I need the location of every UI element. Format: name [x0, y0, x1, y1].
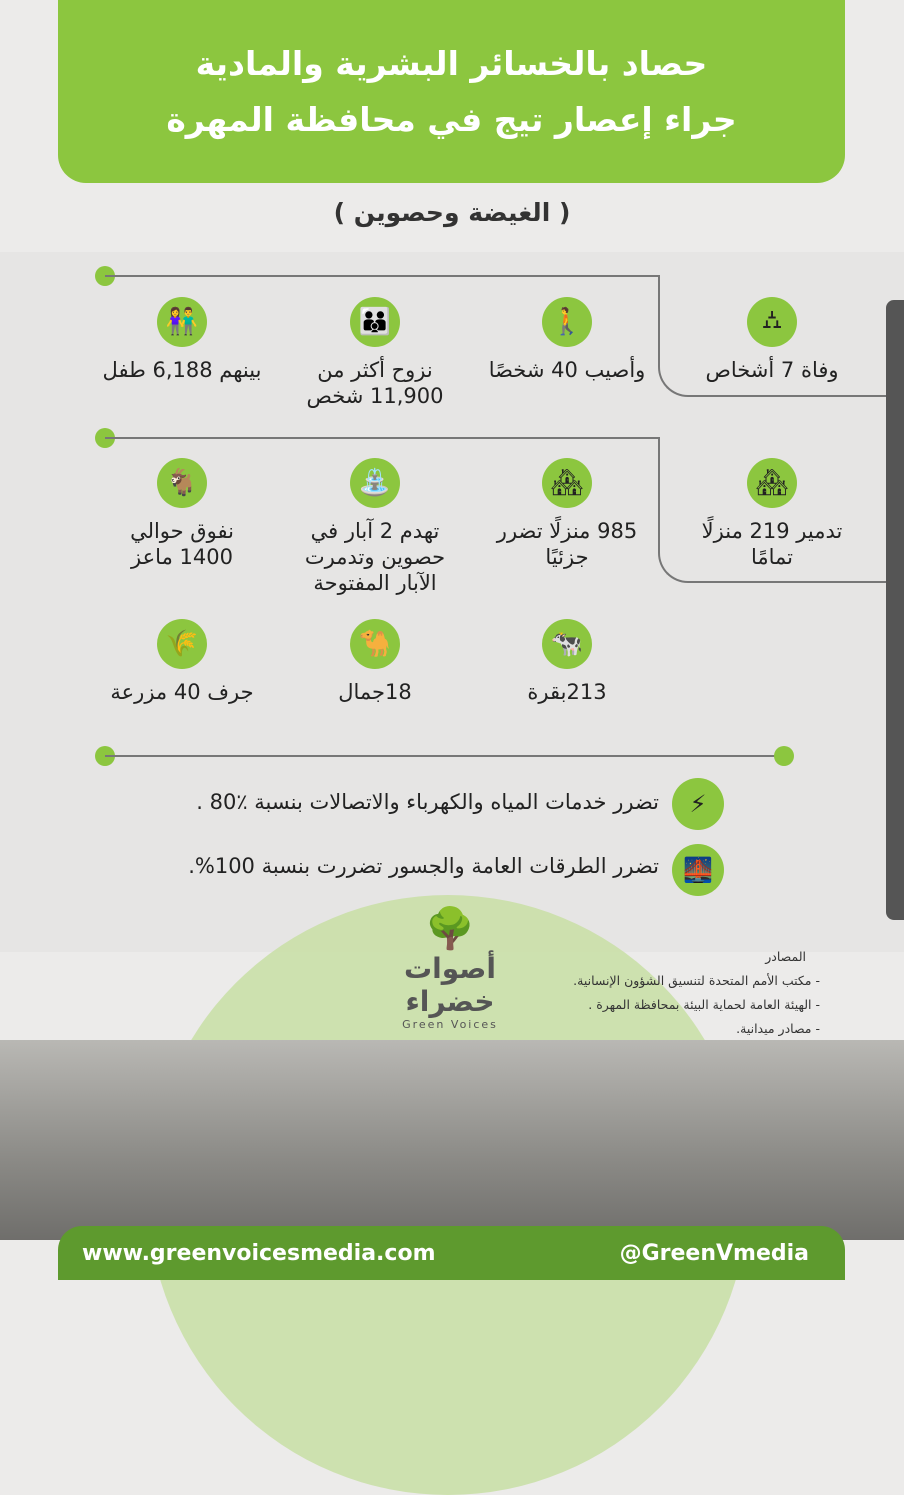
cow-icon: 🐄: [542, 619, 592, 669]
children-icon: 👫: [157, 297, 207, 347]
stat-houses-destroyed: 🏘 تدمير 219 منزلًا تمامًا: [672, 458, 872, 570]
website-link[interactable]: www.greenvoicesmedia.com: [82, 1240, 436, 1266]
timeline-dot: [774, 746, 794, 766]
well-icon: ⛲: [350, 458, 400, 508]
injured-people-icon: 🚶: [542, 297, 592, 347]
title-banner: حصاد بالخسائر البشرية والمادية جراء إعصا…: [58, 0, 845, 183]
social-handle[interactable]: @GreenVmedia: [619, 1240, 809, 1266]
green-voices-logo: 🌳 أصوات خضراء Green Voices: [380, 905, 520, 1031]
footer-bar: www.greenvoicesmedia.com @GreenVmedia: [58, 1226, 845, 1280]
sources: المصادر - مكتب الأمم المتحدة لتنسيق الشؤ…: [573, 949, 820, 1036]
buildings-icon: 🏘: [542, 458, 592, 508]
stat-wells: ⛲ تهدم 2 آبار في حصوين وتدمرت الآبار المف…: [275, 458, 475, 596]
crops-icon: 🌾: [157, 619, 207, 669]
tombstone-icon: ⛼: [747, 297, 797, 347]
stat-displaced: 👪 نزوح أكثر من 11,900 شخص: [275, 297, 475, 409]
stat-farms: 🌾 جرف 40 مزرعة: [82, 619, 282, 705]
goat-icon: 🐐: [157, 458, 207, 508]
timeline-line: [105, 437, 660, 439]
stat-goats: 🐐 نفوق حوالي 1400 ماعز: [82, 458, 282, 570]
content-band: [0, 252, 904, 952]
buildings-icon: 🏘: [747, 458, 797, 508]
timeline-line: [105, 275, 660, 277]
road-bridge-icon: 🌉: [672, 844, 724, 896]
timeline-bracket: [658, 437, 886, 583]
side-bar-decoration: [886, 300, 904, 920]
stat-houses-damaged: 🏘 985 منزلًا تضرر جزئيًا: [467, 458, 667, 570]
stat-deaths: ⛼ وفاة 7 أشخاص: [672, 297, 872, 383]
subtitle: ( الغيضة وحصوين ): [333, 198, 571, 227]
tree-icon: 🌳: [425, 906, 475, 952]
stat-camels: 🐪 18جمال: [275, 619, 475, 705]
service-roads: تضرر الطرقات العامة والجسور تضررت بنسبة …: [188, 854, 659, 878]
storm-aftermath-photo: [0, 1040, 904, 1240]
stat-children: 👫 بينهم 6,188 طفل: [82, 297, 282, 383]
stat-injured: 🚶 وأصيب 40 شخصًا: [467, 297, 667, 383]
camel-icon: 🐪: [350, 619, 400, 669]
utilities-icon: ⚡: [672, 778, 724, 830]
family-icon: 👪: [350, 297, 400, 347]
timeline-bracket: [658, 275, 886, 397]
stat-cows: 🐄 213بقرة: [467, 619, 667, 705]
service-utilities: تضرر خدمات المياه والكهرباء والاتصالات ب…: [196, 790, 659, 814]
timeline-line: [105, 755, 785, 757]
title-line-2: جراء إعصار تيج في محافظة المهرة: [166, 100, 737, 139]
title-line-1: حصاد بالخسائر البشرية والمادية: [195, 44, 708, 83]
